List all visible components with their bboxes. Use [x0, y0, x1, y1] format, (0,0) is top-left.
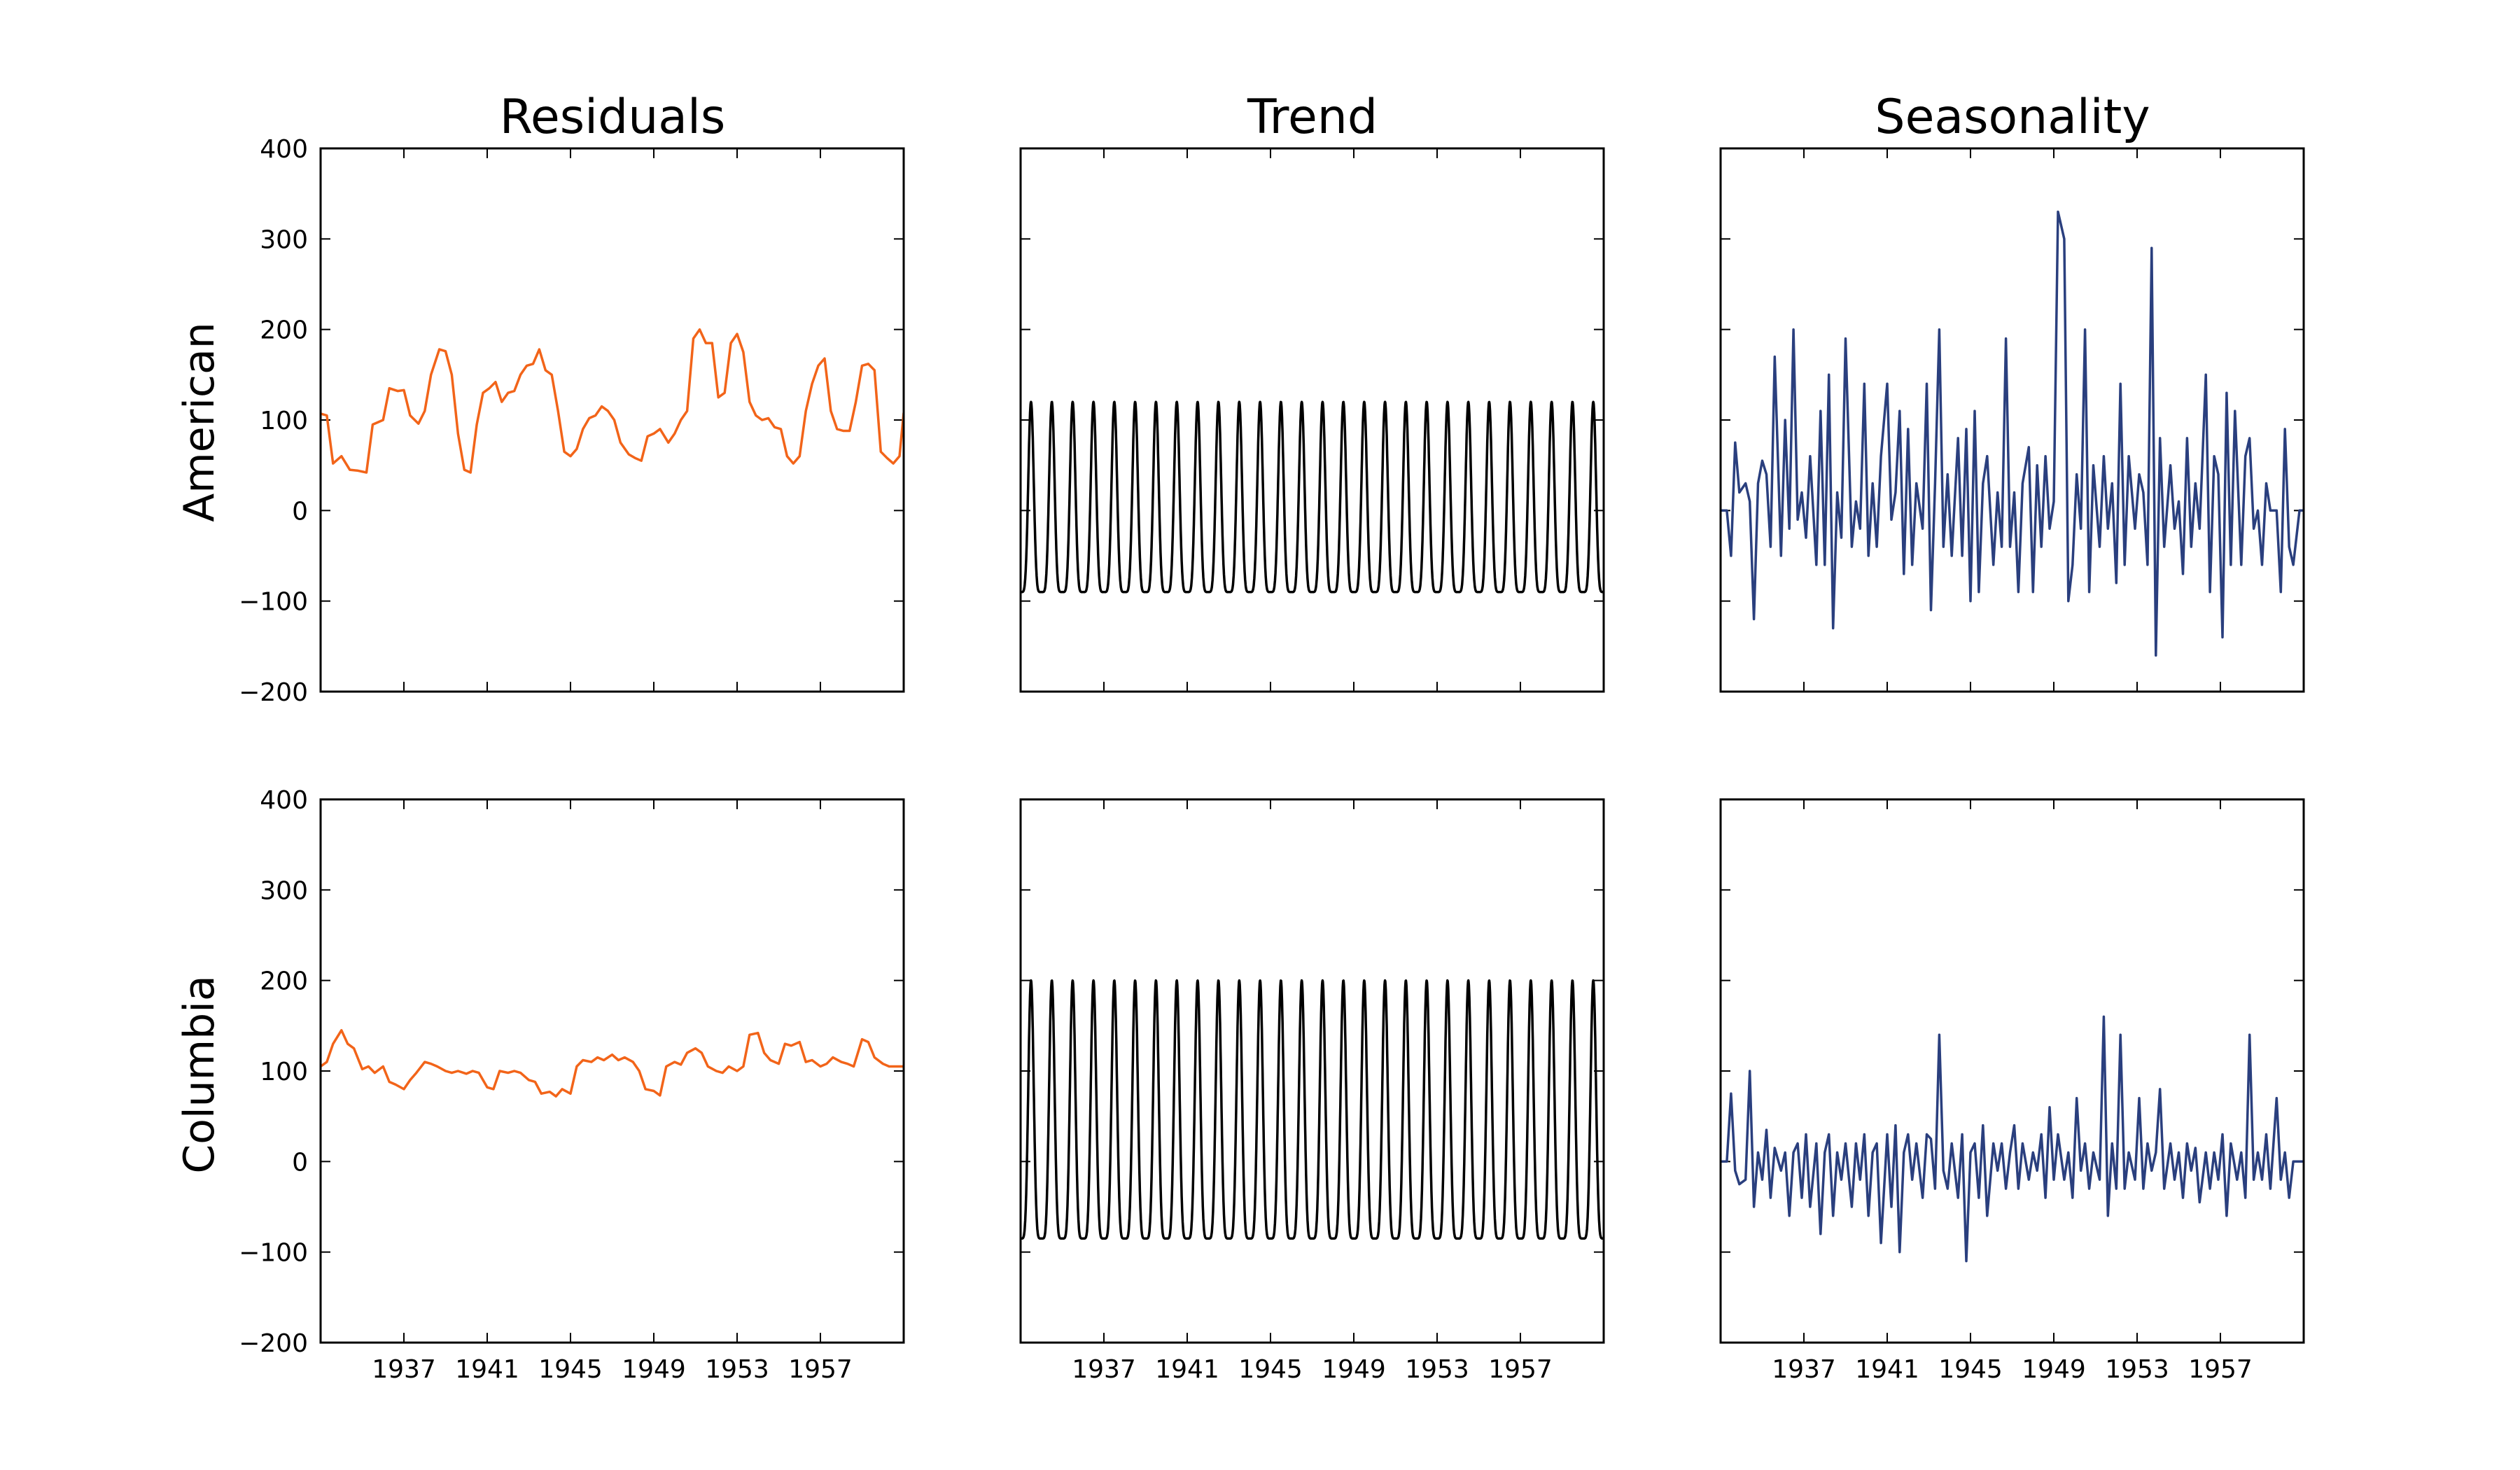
y-tick-label: −200	[239, 1329, 308, 1358]
y-tick-label: 100	[260, 1058, 308, 1086]
y-tick-label: −200	[239, 678, 308, 707]
row-label-american: American	[175, 322, 224, 522]
series-line-american-residuals	[321, 328, 904, 474]
plot-frame	[1019, 798, 1605, 1344]
plot-frame	[1719, 147, 2305, 693]
y-tick-label: −100	[239, 588, 308, 617]
x-tick-label: 1941	[455, 1355, 519, 1384]
panel-columbia-seasonality: 1937 1941 1945 1949 1953 1957	[1719, 798, 2305, 1384]
x-tick-label: 1949	[622, 1355, 686, 1384]
panel-columbia-trend: 1937 1941 1945 1949 1953 1957	[1019, 798, 1605, 1384]
x-tick-label: 1937	[1772, 1355, 1836, 1384]
plot-frame	[1019, 147, 1605, 693]
x-tick-label: 1957	[2188, 1355, 2253, 1384]
y-tick-label: 400	[260, 786, 308, 815]
panel-grid: −200 −100 0 100 200 300 400 −200 −100 0 100 200 300 4…	[239, 135, 2305, 1384]
y-tick-label: −100	[239, 1239, 308, 1268]
panel-american-seasonality	[1719, 147, 2305, 693]
series-line-columbia-seasonality	[1721, 1015, 2304, 1263]
plot-frame	[319, 798, 905, 1344]
column-title-residuals: Residuals	[500, 90, 726, 145]
series-line-columbia-trend	[1021, 979, 1604, 1240]
x-tick-label: 1945	[1938, 1355, 2003, 1384]
column-title-seasonality: Seasonality	[1875, 90, 2150, 145]
y-tick-label: 100	[260, 407, 308, 435]
y-tick-label: 0	[292, 1148, 308, 1177]
x-tick-label: 1949	[2022, 1355, 2086, 1384]
panel-columbia-residuals: −200 −100 0 100 200 300 400 1937 1941 1945 1949 195…	[239, 786, 905, 1384]
x-tick-label: 1941	[1155, 1355, 1219, 1384]
x-tick-label: 1937	[372, 1355, 436, 1384]
panel-american-residuals: −200 −100 0 100 200 300 400	[239, 135, 905, 707]
column-title-trend: Trend	[1247, 90, 1378, 145]
y-tick-label: 300	[260, 225, 308, 254]
panel-american-trend	[1019, 147, 1605, 693]
x-tick-label: 1945	[1238, 1355, 1303, 1384]
x-tick-label: 1953	[1405, 1355, 1469, 1384]
row-label-columbia: Columbia	[175, 975, 224, 1173]
x-tick-label: 1953	[2105, 1355, 2169, 1384]
y-tick-label: 200	[260, 316, 308, 345]
series-line-american-trend	[1021, 400, 1604, 594]
x-tick-label: 1945	[538, 1355, 603, 1384]
series-line-american-seasonality	[1721, 210, 2304, 657]
x-tick-label: 1937	[1072, 1355, 1136, 1384]
y-tick-label: 0	[292, 497, 308, 526]
y-tick-label: 200	[260, 967, 308, 996]
x-tick-label: 1957	[788, 1355, 853, 1384]
x-tick-label: 1941	[1855, 1355, 1919, 1384]
plot-frame	[319, 147, 905, 693]
plot-frame	[1719, 798, 2305, 1344]
y-tick-label: 300	[260, 876, 308, 905]
x-tick-label: 1953	[705, 1355, 769, 1384]
x-tick-label: 1949	[1322, 1355, 1386, 1384]
y-tick-label: 400	[260, 135, 308, 164]
series-line-columbia-residuals	[321, 1029, 904, 1098]
x-tick-label: 1957	[1488, 1355, 1553, 1384]
